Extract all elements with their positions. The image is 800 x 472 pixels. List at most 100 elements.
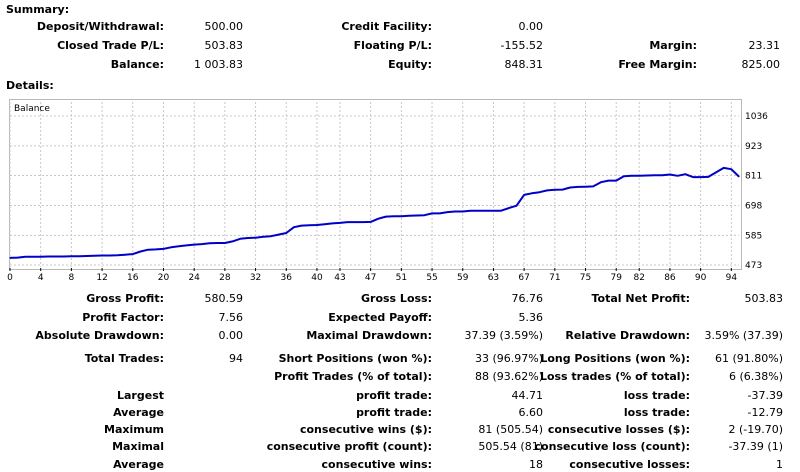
summary-l1-1: Closed Trade P/L: — [57, 39, 164, 52]
x-tick-label: 94 — [726, 273, 738, 283]
data-point — [623, 175, 625, 177]
stats-l1-2: Absolute Drawdown: — [35, 329, 164, 342]
data-point — [208, 242, 211, 244]
stats-l1-6: Average — [113, 406, 164, 419]
y-tick-label: 1036 — [745, 112, 768, 122]
y-tick-label: 698 — [745, 201, 762, 211]
stats-l2-9: consecutive wins: — [321, 458, 432, 471]
data-point — [715, 171, 717, 173]
data-point — [255, 237, 257, 239]
stats-l3-3: Long Positions (won %): — [540, 352, 690, 365]
stats-v3-9: 1 — [776, 458, 783, 471]
x-tick-label: 82 — [634, 273, 645, 283]
data-point — [454, 210, 456, 213]
x-tick-label: 79 — [610, 273, 622, 283]
data-point — [354, 221, 356, 223]
data-point — [661, 174, 663, 176]
stats-v2-1: 5.36 — [518, 311, 544, 324]
stats-l3-6: loss trade: — [623, 406, 690, 419]
data-point — [531, 192, 533, 194]
data-point — [93, 255, 95, 257]
stats-l1-0: Gross Profit: — [86, 292, 164, 305]
summary-l2-1: Floating P/L: — [353, 39, 432, 52]
stats-l2-3: Short Positions (won %): — [278, 352, 432, 365]
data-point — [600, 181, 602, 183]
summary-v1-1: 503.83 — [204, 39, 244, 52]
stats-v1-1: 7.56 — [218, 311, 244, 324]
stats-v1-0: 580.59 — [204, 292, 244, 305]
stats-v2-5: 44.71 — [511, 389, 544, 402]
data-point — [9, 257, 11, 259]
x-tick-label: 32 — [250, 273, 261, 283]
data-point — [607, 180, 610, 182]
data-point — [47, 255, 50, 258]
data-point — [347, 221, 349, 223]
data-point — [561, 189, 564, 191]
data-point — [477, 210, 479, 212]
stats-l2-7: consecutive wins ($): — [299, 423, 432, 436]
data-point — [669, 173, 671, 176]
data-point — [362, 221, 364, 223]
stats-v2-3: 33 (96.97%) — [474, 352, 543, 365]
data-point — [201, 243, 203, 245]
data-point — [439, 212, 441, 214]
data-point — [508, 207, 510, 209]
data-point — [654, 174, 656, 176]
data-point — [116, 254, 118, 256]
summary-l3-2: Free Margin: — [618, 58, 697, 71]
data-point — [170, 246, 172, 248]
chart-title: Balance — [14, 104, 50, 114]
stats-v2-0: 76.76 — [511, 292, 544, 305]
x-tick-label: 63 — [488, 273, 499, 283]
data-point — [63, 255, 65, 258]
summary-l1-2: Balance: — [110, 58, 164, 71]
summary-v3-2: 825.00 — [741, 58, 781, 71]
data-point — [446, 211, 448, 213]
series-line-balance — [9, 166, 740, 259]
data-point — [592, 185, 594, 187]
summary-v2-0: 0.00 — [518, 20, 544, 33]
data-point — [101, 254, 103, 257]
x-tick-label: 71 — [549, 273, 560, 283]
stats-v2-9: 18 — [529, 458, 543, 471]
data-point — [723, 167, 725, 169]
x-tick-label: 43 — [334, 273, 345, 283]
data-point — [339, 222, 341, 224]
stats-v3-6: -12.79 — [747, 406, 783, 419]
stats-l2-4: Profit Trades (% of total): — [274, 370, 432, 383]
data-point — [301, 225, 303, 227]
data-point — [224, 242, 226, 244]
data-point — [185, 244, 188, 246]
x-tick-label: 55 — [426, 273, 437, 283]
data-point — [109, 254, 111, 257]
stats-l2-5: profit trade: — [356, 389, 432, 402]
data-point — [308, 224, 310, 226]
x-tick-label: 8 — [69, 273, 75, 283]
data-point — [285, 232, 287, 234]
x-tick-label: 86 — [664, 273, 676, 283]
data-point — [331, 222, 333, 224]
stats-v3-8: -37.39 (1) — [728, 440, 783, 453]
x-tick-label: 75 — [580, 273, 591, 283]
y-tick-label: 811 — [745, 172, 762, 182]
data-point — [577, 186, 579, 188]
data-point — [162, 248, 165, 250]
stats-l3-2: Relative Drawdown: — [565, 329, 690, 342]
x-tick-label: 90 — [695, 273, 707, 283]
summary-v3-1: 23.31 — [748, 39, 781, 52]
stats-l2-1: Expected Payoff: — [328, 311, 432, 324]
y-tick-label: 473 — [745, 261, 762, 271]
stats-v1-2: 0.00 — [218, 329, 244, 342]
data-point — [124, 254, 126, 256]
summary-title: Summary: — [6, 3, 70, 16]
stats-l1-1: Profit Factor: — [82, 311, 164, 324]
data-point — [692, 176, 694, 178]
stats-l3-0: Total Net Profit: — [591, 292, 691, 305]
data-point — [431, 212, 433, 214]
stats-l3-9: consecutive losses: — [569, 458, 690, 471]
data-point — [738, 176, 740, 178]
data-point — [730, 168, 732, 170]
data-point — [216, 242, 218, 244]
data-point — [485, 210, 487, 212]
data-point — [32, 256, 34, 258]
